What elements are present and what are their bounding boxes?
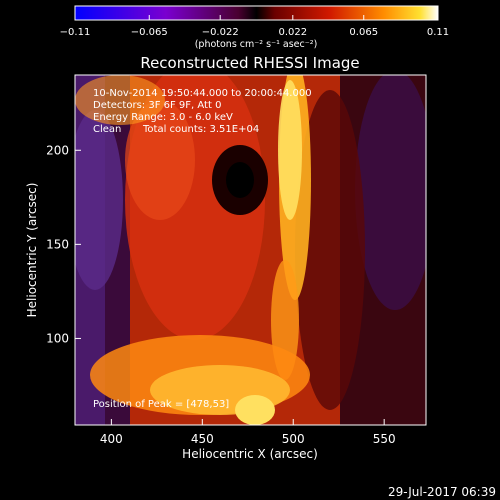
plot-frame (74, 74, 427, 426)
x-axis-ticks: 400 450 500 550 (100, 419, 396, 446)
x-tick-label: 550 (373, 432, 396, 446)
colorbar-tick-label: −0.022 (202, 27, 239, 38)
colorbar (74, 5, 439, 21)
footer-timestamp: 29-Jul-2017 06:39 (388, 485, 496, 499)
y-tick-label: 150 (46, 237, 69, 251)
annotation-clean: Clean (93, 124, 121, 135)
annotation-total-counts: Total counts: 3.51E+04 (142, 124, 259, 135)
x-tick-label: 400 (100, 432, 123, 446)
colorbar-tick-label: −0.065 (131, 27, 168, 38)
x-tick-label: 500 (282, 432, 305, 446)
x-tick-label: 450 (191, 432, 214, 446)
chart-title: Reconstructed RHESSI Image (140, 54, 359, 72)
colorbar-tick-label: 0.065 (349, 27, 378, 38)
colorbar-ticks: −0.11 −0.065 −0.022 0.022 0.065 0.11 (60, 15, 449, 38)
colorbar-tick-label: 0.022 (278, 27, 307, 38)
y-axis-ticks: 100 150 200 (46, 143, 81, 345)
y-tick-label: 100 (46, 331, 69, 345)
colorbar-unit-label: (photons cm⁻² s⁻¹ asec⁻²) (195, 39, 318, 50)
annotation-time-range: 10-Nov-2014 19:50:44.000 to 20:00:44.000 (93, 88, 312, 99)
annotation-detectors: Detectors: 3F 6F 9F, Att 0 (93, 100, 221, 111)
heatmap-image (75, 75, 426, 425)
x-axis-label: Heliocentric X (arcsec) (182, 447, 318, 461)
y-axis-label: Heliocentric Y (arcsec) (25, 183, 39, 318)
colorbar-tick-label: −0.11 (60, 27, 91, 38)
annotation-peak-position: Position of Peak = [478,53] (93, 399, 229, 410)
colorbar-tick-label: 0.11 (427, 27, 449, 38)
annotation-energy-range: Energy Range: 3.0 - 6.0 keV (93, 112, 233, 123)
y-tick-label: 200 (46, 143, 69, 157)
